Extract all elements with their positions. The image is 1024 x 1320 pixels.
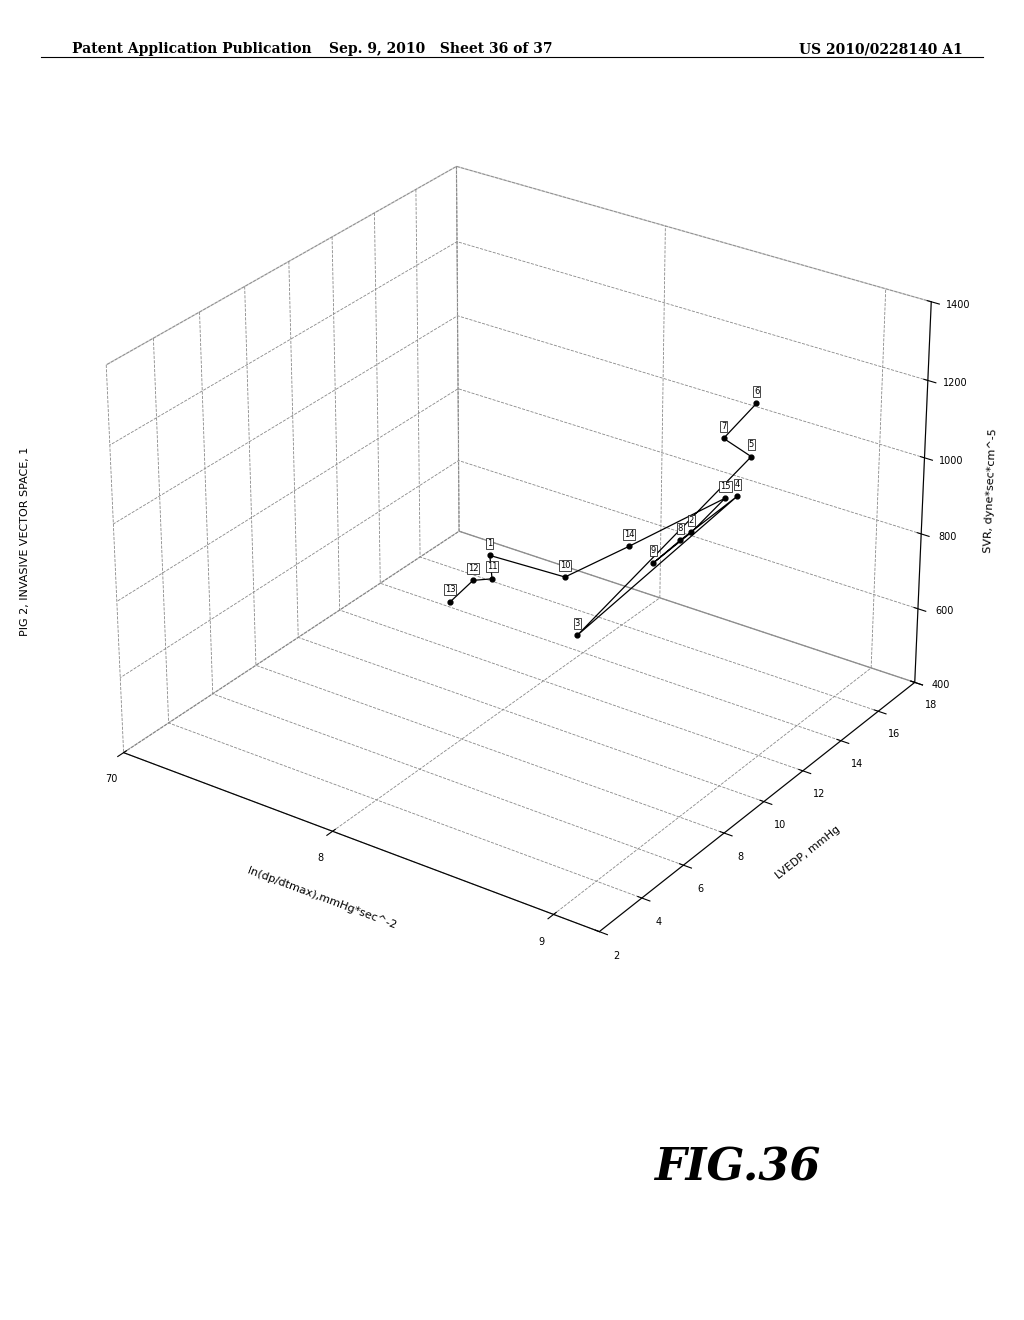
X-axis label: ln(dp/dtmax),mmHg*sec^-2: ln(dp/dtmax),mmHg*sec^-2 xyxy=(246,866,398,931)
Text: US 2010/0228140 A1: US 2010/0228140 A1 xyxy=(799,42,963,57)
Text: Patent Application Publication: Patent Application Publication xyxy=(72,42,311,57)
Text: FIG.36: FIG.36 xyxy=(654,1147,820,1189)
Y-axis label: LVEDP, mmHg: LVEDP, mmHg xyxy=(774,824,843,880)
Text: Sep. 9, 2010   Sheet 36 of 37: Sep. 9, 2010 Sheet 36 of 37 xyxy=(329,42,552,57)
Text: PIG 2, INVASIVE VECTOR SPACE, 1: PIG 2, INVASIVE VECTOR SPACE, 1 xyxy=(20,446,31,636)
